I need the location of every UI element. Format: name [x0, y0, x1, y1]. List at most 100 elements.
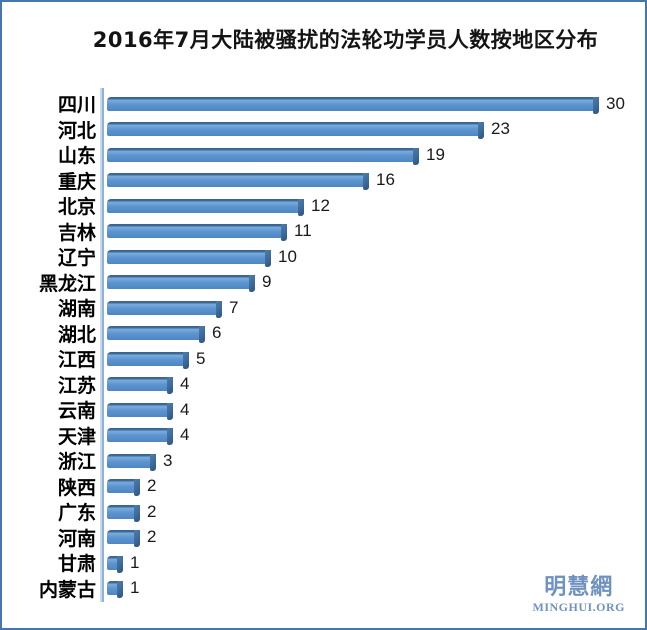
bar-value-label: 12	[311, 195, 330, 215]
chart-title: 2016年7月大陆被骚扰的法轮功学员人数按地区分布	[92, 28, 599, 52]
bar	[107, 275, 255, 293]
bar-value-label: 30	[606, 93, 625, 113]
bar	[107, 428, 173, 446]
bar-category-label: 湖南	[57, 298, 96, 321]
bar-row: 重庆 16	[2, 168, 645, 194]
bar-row: 广东 2	[2, 499, 645, 525]
bar-category-label: 广东	[57, 502, 96, 525]
bar-track: 7	[102, 298, 645, 318]
bar-value-label: 19	[426, 144, 445, 164]
bar-track: 12	[102, 196, 645, 216]
bar-row: 甘肃 1	[2, 550, 645, 576]
bar-category-label: 河南	[57, 527, 96, 550]
bar	[107, 326, 205, 344]
bar-row: 浙江 3	[2, 448, 645, 474]
bar	[107, 555, 123, 573]
bar-row: 江苏 4	[2, 372, 645, 398]
y-axis-line	[102, 88, 104, 602]
bar-category-label: 云南	[57, 400, 96, 423]
plot-area: 四川 30 河北 23 山东 19 重庆	[2, 88, 645, 608]
bar-value-label: 4	[180, 374, 190, 394]
bar-row: 河北 23	[2, 117, 645, 143]
bar-track: 2	[102, 502, 645, 522]
bar-3d-cap-icon	[167, 377, 173, 395]
bar	[107, 224, 287, 242]
bar-row: 吉林 11	[2, 219, 645, 245]
bar-value-label: 4	[180, 399, 190, 419]
bar-category-label: 辽宁	[57, 247, 96, 270]
bar-3d-cap-icon	[150, 453, 156, 471]
bar-3d-cap-icon	[117, 581, 123, 599]
bar-value-label: 10	[278, 246, 297, 266]
bar-track: 4	[102, 374, 645, 395]
bar-3d-cap-icon	[199, 326, 205, 344]
bar-value-label: 3	[163, 450, 173, 470]
bar-track: 6	[102, 323, 645, 344]
bar	[107, 249, 271, 267]
bar-3d-cap-icon	[265, 249, 271, 267]
bar-category-label: 湖北	[57, 323, 96, 346]
bar-row: 四川 30	[2, 91, 645, 117]
bar-track: 3	[102, 451, 645, 471]
bar	[107, 173, 369, 191]
bar-3d-cap-icon	[167, 402, 173, 420]
minghui-logo-cn: 明慧網	[544, 575, 614, 600]
minghui-logo-en: MINGHUI.ORG	[532, 600, 625, 614]
bar-track: 1	[102, 578, 645, 599]
bar	[107, 504, 140, 522]
bar	[107, 530, 140, 548]
bar-track: 4	[102, 400, 645, 420]
bar-category-label: 黑龙江	[38, 272, 96, 295]
bar-3d-cap-icon	[134, 530, 140, 548]
bar	[107, 300, 222, 318]
bar-row: 湖南 7	[2, 295, 645, 321]
bar-row: 山东 19	[2, 142, 645, 168]
bar-row: 辽宁 10	[2, 244, 645, 270]
bar-3d-cap-icon	[134, 479, 140, 497]
bar-row: 内蒙古 1	[2, 576, 645, 602]
bar-track: 9	[102, 272, 645, 293]
bar-value-label: 9	[262, 272, 272, 292]
bar-value-label: 11	[294, 221, 312, 241]
bar-3d-cap-icon	[183, 351, 189, 369]
bar-value-label: 23	[491, 119, 510, 139]
bar-track: 2	[102, 476, 645, 497]
bar-category-label: 陕西	[57, 476, 96, 499]
bar-track: 2	[102, 527, 645, 548]
bar	[107, 96, 599, 114]
bar-category-label: 江西	[57, 349, 96, 372]
bar-category-label: 内蒙古	[38, 578, 96, 601]
bar	[107, 377, 173, 395]
bar-category-label: 江苏	[57, 374, 96, 397]
bar-value-label: 6	[212, 323, 222, 343]
bar-row: 黑龙江 9	[2, 270, 645, 296]
bar-track: 10	[102, 247, 645, 267]
bar-value-label: 2	[147, 501, 157, 521]
bar	[107, 122, 484, 140]
bar-value-label: 7	[229, 297, 239, 317]
bar-track: 11	[102, 221, 645, 242]
bar-3d-cap-icon	[413, 147, 419, 165]
bar-track: 30	[102, 94, 645, 114]
bar-category-label: 河北	[57, 119, 96, 142]
bar	[107, 479, 140, 497]
bar-3d-cap-icon	[363, 173, 369, 191]
bar-track: 4	[102, 425, 645, 446]
bar-track: 1	[102, 553, 645, 573]
bar	[107, 402, 173, 420]
bar-row: 北京 12	[2, 193, 645, 219]
bar-category-label: 重庆	[57, 170, 96, 193]
bar-track: 5	[102, 349, 645, 369]
bar-row: 天津 4	[2, 423, 645, 449]
bar-row: 云南 4	[2, 397, 645, 423]
bar-3d-cap-icon	[117, 555, 123, 573]
bar-3d-cap-icon	[593, 96, 599, 114]
bar-track: 19	[102, 145, 645, 165]
bar-value-label: 2	[147, 476, 157, 496]
bar	[107, 147, 419, 165]
bar-value-label: 16	[376, 170, 395, 190]
bar-value-label: 1	[130, 578, 140, 598]
bar-category-label: 北京	[57, 196, 96, 219]
bar-category-label: 天津	[57, 425, 96, 448]
